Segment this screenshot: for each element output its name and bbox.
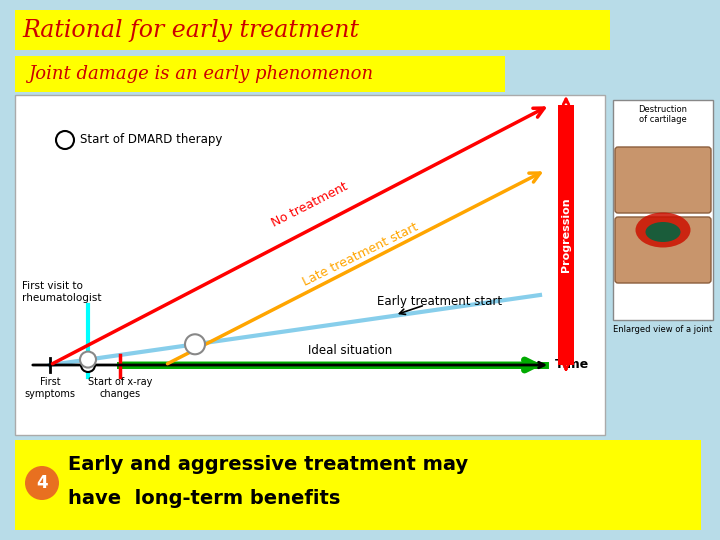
Text: 4: 4 xyxy=(36,474,48,492)
Text: Late treatment start: Late treatment start xyxy=(300,221,420,289)
Bar xyxy=(15,95,605,435)
FancyBboxPatch shape xyxy=(615,147,711,213)
Circle shape xyxy=(81,358,95,372)
Circle shape xyxy=(56,131,74,149)
Text: Early treatment start: Early treatment start xyxy=(377,295,503,308)
Bar xyxy=(15,440,701,530)
Circle shape xyxy=(25,466,59,500)
Bar xyxy=(15,10,610,50)
Circle shape xyxy=(185,334,205,354)
Text: First visit to
rheumatologist: First visit to rheumatologist xyxy=(22,281,102,303)
Bar xyxy=(613,100,713,320)
Text: Ideal situation: Ideal situation xyxy=(308,344,392,357)
Bar xyxy=(15,56,505,92)
Bar xyxy=(558,105,574,365)
Text: Joint damage is an early phenomenon: Joint damage is an early phenomenon xyxy=(28,65,373,83)
Text: have  long-term benefits: have long-term benefits xyxy=(68,489,341,508)
Text: Time: Time xyxy=(555,359,589,372)
Text: Progression: Progression xyxy=(561,198,571,272)
Text: Enlarged view of a joint: Enlarged view of a joint xyxy=(613,325,713,334)
Ellipse shape xyxy=(636,213,690,247)
Circle shape xyxy=(80,352,96,368)
Ellipse shape xyxy=(646,222,680,242)
Text: Destruction
of cartilage: Destruction of cartilage xyxy=(639,105,688,124)
Text: Start of DMARD therapy: Start of DMARD therapy xyxy=(80,133,222,146)
Text: Early and aggressive treatment may: Early and aggressive treatment may xyxy=(68,456,468,475)
Text: Start of x-ray
changes: Start of x-ray changes xyxy=(88,377,152,399)
FancyBboxPatch shape xyxy=(615,217,711,283)
Text: No treatment: No treatment xyxy=(270,180,350,230)
Text: Rational for early treatment: Rational for early treatment xyxy=(22,18,359,42)
Text: First
symptoms: First symptoms xyxy=(24,377,76,399)
